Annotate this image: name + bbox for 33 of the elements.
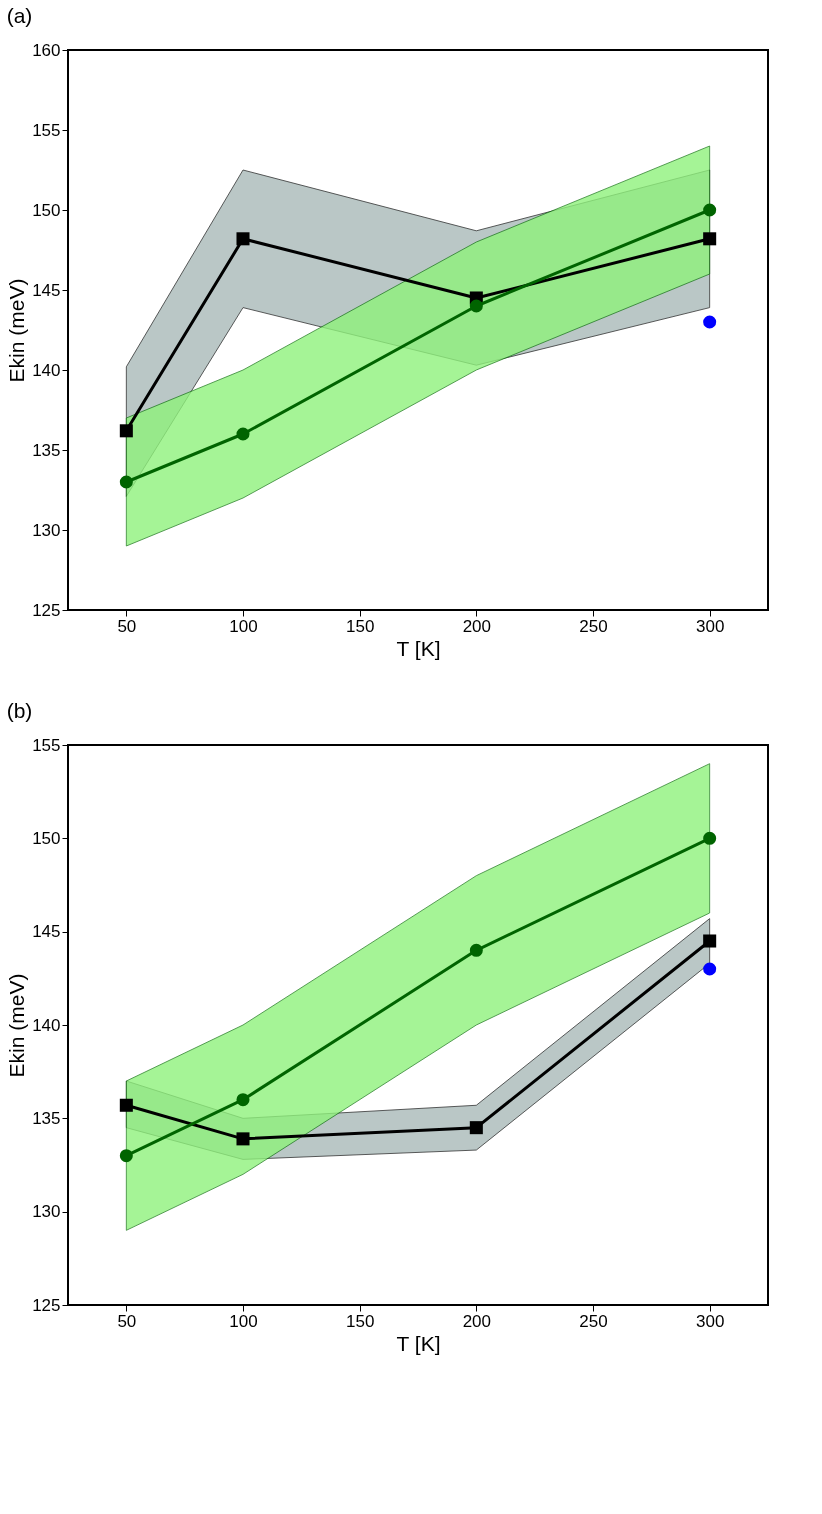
y-tick-label: 150 [32,828,61,848]
y-tick-label: 140 [32,1015,61,1035]
x-tick-label: 100 [229,1311,258,1331]
x-axis-title: T [K] [396,636,441,660]
y-tick-label: 155 [32,735,61,755]
y-tick-label: 135 [32,1108,61,1128]
x-tick-label: 200 [462,1311,492,1331]
x-tick-label: 100 [229,616,258,636]
y-tick-label: 145 [32,922,61,942]
y-tick-label: 155 [32,120,61,140]
y-tick-label: 150 [32,200,61,220]
x-tick-label: 150 [345,1311,375,1331]
y-tick-label: 160 [32,40,61,60]
y-tick-label: 125 [32,600,61,620]
x-tick-label: 150 [345,616,375,636]
y-tick-label: 130 [32,520,61,540]
y-axis-title: Ekin (meV) [5,278,29,383]
x-tick-label: 300 [695,616,725,636]
y-tick-label: 125 [32,1295,61,1315]
x-tick-label: 300 [695,1311,725,1331]
y-tick-label: 140 [32,360,61,380]
y-tick-label: 130 [32,1202,61,1222]
x-tick-label: 250 [579,1311,608,1331]
x-tick-label: 50 [117,616,137,636]
y-axis-title: Ekin (meV) [5,973,29,1078]
y-tick-label: 145 [32,280,61,300]
x-axis-title: T [K] [396,1331,441,1355]
chart-title: (b) [6,699,33,722]
x-tick-label: 200 [462,616,492,636]
x-tick-label: 250 [579,616,608,636]
chart-title: (a) [6,4,33,27]
y-tick-label: 135 [32,440,61,460]
x-tick-label: 50 [117,1311,137,1331]
